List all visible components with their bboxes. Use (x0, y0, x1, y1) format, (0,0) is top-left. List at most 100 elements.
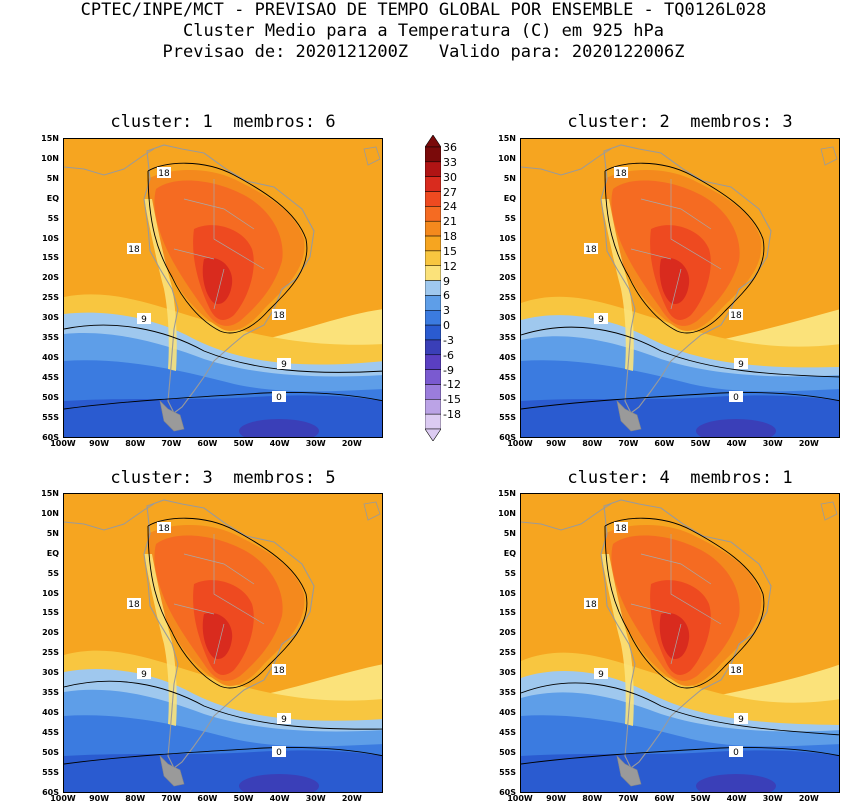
contour-label: 18 (730, 311, 742, 321)
contour-label-box (729, 309, 743, 320)
lat-tick-label: EQ (46, 193, 59, 203)
contour-label-box (734, 358, 748, 369)
lat-tick-label: 25S (499, 648, 516, 658)
colorbar-level-label: 27 (443, 185, 457, 199)
contour-label: 0 (733, 393, 739, 403)
lon-tick-label: 100W (50, 439, 76, 448)
temp-field-30-33 (202, 612, 233, 660)
colorbar-level-label: 6 (443, 289, 450, 303)
contour-label-box (729, 746, 743, 757)
lon-tick-label: 30W (762, 439, 783, 448)
lon-tick-label: 70W (161, 439, 182, 448)
lon-tick-label: 80W (125, 439, 146, 448)
panel-4-title: cluster: 4 membros: 1 (567, 468, 793, 488)
contour-18 (147, 517, 308, 689)
colorbar-swatch (424, 280, 442, 296)
contour-label: 9 (598, 315, 604, 325)
lat-tick-label: 15S (499, 253, 516, 263)
colorbar-level-label: 24 (443, 200, 457, 214)
colorbar (424, 134, 442, 445)
contour-label: 9 (738, 360, 744, 370)
contour-label: 18 (615, 524, 627, 534)
contour-label-box (157, 167, 171, 178)
lat-tick-label: 35S (42, 688, 59, 697)
temp-field-minus3 (239, 774, 319, 792)
lon-tick-label: 60W (654, 794, 675, 803)
temp-field-minus3 (239, 419, 319, 437)
contour-label-box (127, 243, 141, 254)
lon-tick-label: 90W (546, 439, 567, 448)
contour-label: 18 (158, 169, 170, 179)
lon-tick-label: 20W (798, 794, 819, 803)
contour-label-box (137, 313, 151, 324)
contour-label: 18 (615, 169, 627, 179)
lat-tick-label: 10S (499, 233, 516, 243)
contour-label-box (127, 598, 141, 609)
africa-coastline (363, 146, 381, 166)
south-america-coastline (143, 499, 315, 769)
colorbar-level-label: -18 (443, 408, 461, 422)
lat-tick-label: 25S (499, 293, 516, 303)
contour-9 (64, 324, 382, 373)
country-borders (630, 179, 722, 310)
lon-tick-label: 50W (690, 439, 711, 448)
central-america-coastline (521, 503, 612, 531)
lat-tick-label: 15S (42, 253, 59, 263)
temp-field-30-33 (659, 257, 690, 305)
africa-coastline (820, 501, 838, 521)
lat-tick-label: 55S (42, 767, 59, 777)
contour-label: 0 (276, 748, 282, 758)
contour-label-box (272, 309, 286, 320)
contour-label-box (614, 522, 628, 533)
contour-9 (521, 326, 839, 378)
lat-tick-label: EQ (46, 548, 59, 558)
colorbar-level-label: 0 (443, 319, 450, 333)
lon-tick-label: 40W (269, 794, 290, 803)
lat-tick-label: 20S (499, 628, 516, 638)
contour-label: 0 (276, 393, 282, 403)
contour-9 (521, 682, 839, 736)
lat-tick-label: 40S (42, 352, 59, 362)
contour-label: 0 (733, 748, 739, 758)
map-panel-cluster-1: 18 18 18 9 9 0 (63, 138, 383, 438)
colorbar-level-label: -12 (443, 378, 461, 392)
africa-coastline (363, 501, 381, 521)
lon-tick-label: 60W (654, 439, 675, 448)
colorbar-swatch (424, 265, 442, 281)
contour-label: 18 (730, 666, 742, 676)
lat-tick-label: 40S (499, 352, 516, 362)
lat-tick-label: 60S (499, 787, 516, 797)
lat-tick-label: 60S (42, 432, 59, 442)
temp-field-30-33 (202, 257, 233, 305)
lat-tick-label: 50S (42, 747, 59, 757)
contour-label: 18 (128, 245, 140, 255)
temp-field-0-3 (521, 395, 839, 437)
lat-tick-label: 20S (42, 628, 59, 638)
contour-label-box (584, 598, 598, 609)
lon-tick-label: 30W (305, 794, 326, 803)
lat-tick-label: 5N (503, 173, 516, 183)
contour-label: 9 (141, 315, 147, 325)
lon-tick-label: 60W (197, 794, 218, 803)
lat-tick-label: 5S (504, 213, 516, 223)
lon-tick-label: 70W (618, 439, 639, 448)
lat-tick-label: 40S (499, 707, 516, 717)
south-america-coastline (600, 144, 772, 414)
title-line-2: Cluster Medio para a Temperatura (C) em … (182, 21, 665, 41)
central-america-coastline (64, 148, 155, 176)
lon-tick-label: 30W (762, 794, 783, 803)
contour-18 (147, 162, 308, 334)
lat-tick-label: 5N (46, 528, 59, 538)
lon-tick-label: 100W (507, 439, 533, 448)
andes-cool-strip (601, 554, 634, 726)
colorbar-min-arrow (424, 428, 442, 442)
lon-tick-label: 20W (798, 439, 819, 448)
colorbar-swatch (424, 220, 442, 237)
temp-field-0-3 (64, 750, 382, 792)
colorbar-swatch (424, 161, 442, 177)
temp-field-minus3 (696, 419, 776, 437)
contour-label-box (594, 668, 608, 679)
lat-tick-label: 45S (499, 727, 516, 737)
lat-tick-label: 20S (499, 273, 516, 283)
lat-tick-label: 10N (41, 153, 59, 163)
